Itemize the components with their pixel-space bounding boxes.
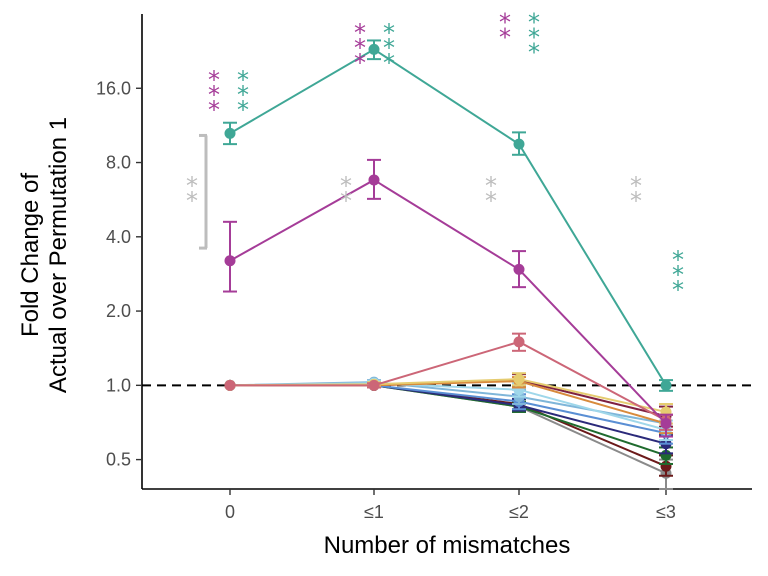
x-axis-title: Number of mismatches [324, 532, 571, 559]
y-axis-title-line-2: Actual over Permutation 1 [45, 117, 72, 393]
y-tick-label: 8.0 [106, 153, 131, 173]
series-line [229, 178, 667, 425]
series-line [229, 48, 667, 386]
significance-asterisk: * [186, 187, 198, 215]
significance-asterisk: * [208, 96, 220, 124]
series-line [229, 381, 667, 425]
data-point [224, 127, 236, 139]
significance-asterisk: * [528, 9, 540, 37]
data-point [368, 43, 380, 55]
plot-area: 0.51.02.04.08.016.00 ≤1 ≤2 ≤3**************… [96, 9, 752, 522]
significance-asterisk: * [354, 34, 366, 62]
data-point [368, 174, 380, 186]
data-point [513, 138, 525, 150]
significance-asterisk: * [383, 34, 395, 62]
y-tick-label: 1.0 [106, 375, 131, 395]
data-point [224, 255, 236, 267]
x-tick-label: ≤2 [509, 502, 529, 522]
data-point [368, 379, 380, 391]
y-axis-title-line-1: Fold Change of [17, 173, 44, 337]
y-axis-title: Fold Change of Actual over Permutation 1 [17, 117, 72, 393]
significance-asterisk: * [485, 187, 497, 215]
significance-asterisk: * [340, 187, 352, 215]
significance-asterisk: * [383, 19, 395, 47]
significance-asterisk: * [208, 66, 220, 94]
significance-asterisk: * [354, 19, 366, 47]
significance-asterisk: * [672, 276, 684, 304]
significance-asterisk: * [237, 96, 249, 124]
significance-asterisk: * [383, 49, 395, 77]
y-tick-label: 4.0 [106, 227, 131, 247]
data-point [513, 373, 525, 385]
significance-asterisk: * [630, 172, 642, 200]
significance-asterisk: * [499, 24, 511, 52]
significance-asterisk: * [208, 81, 220, 109]
y-tick-label: 0.5 [106, 450, 131, 470]
data-point [513, 336, 525, 348]
significance-asterisk: * [354, 49, 366, 77]
data-point [513, 263, 525, 275]
data-point [660, 379, 672, 391]
data-point [224, 379, 236, 391]
significance-asterisk: * [340, 172, 352, 200]
significance-asterisk: * [528, 24, 540, 52]
series-line [230, 340, 667, 422]
x-tick-label: ≤1 [364, 502, 384, 522]
significance-asterisk: * [672, 246, 684, 274]
significance-asterisk: * [630, 187, 642, 215]
series-line [230, 384, 667, 475]
significance-asterisk: * [237, 66, 249, 94]
significance-asterisk: * [672, 261, 684, 289]
data-point [660, 418, 672, 430]
y-tick-label: 16.0 [96, 78, 131, 98]
x-tick-label: 0 [225, 502, 235, 522]
significance-asterisk: * [485, 172, 497, 200]
significance-asterisk: * [499, 9, 511, 37]
significance-asterisk: * [237, 81, 249, 109]
significance-asterisk: * [186, 172, 198, 200]
y-tick-label: 2.0 [106, 301, 131, 321]
x-tick-label: ≤3 [656, 502, 676, 522]
significance-asterisk: * [528, 39, 540, 67]
